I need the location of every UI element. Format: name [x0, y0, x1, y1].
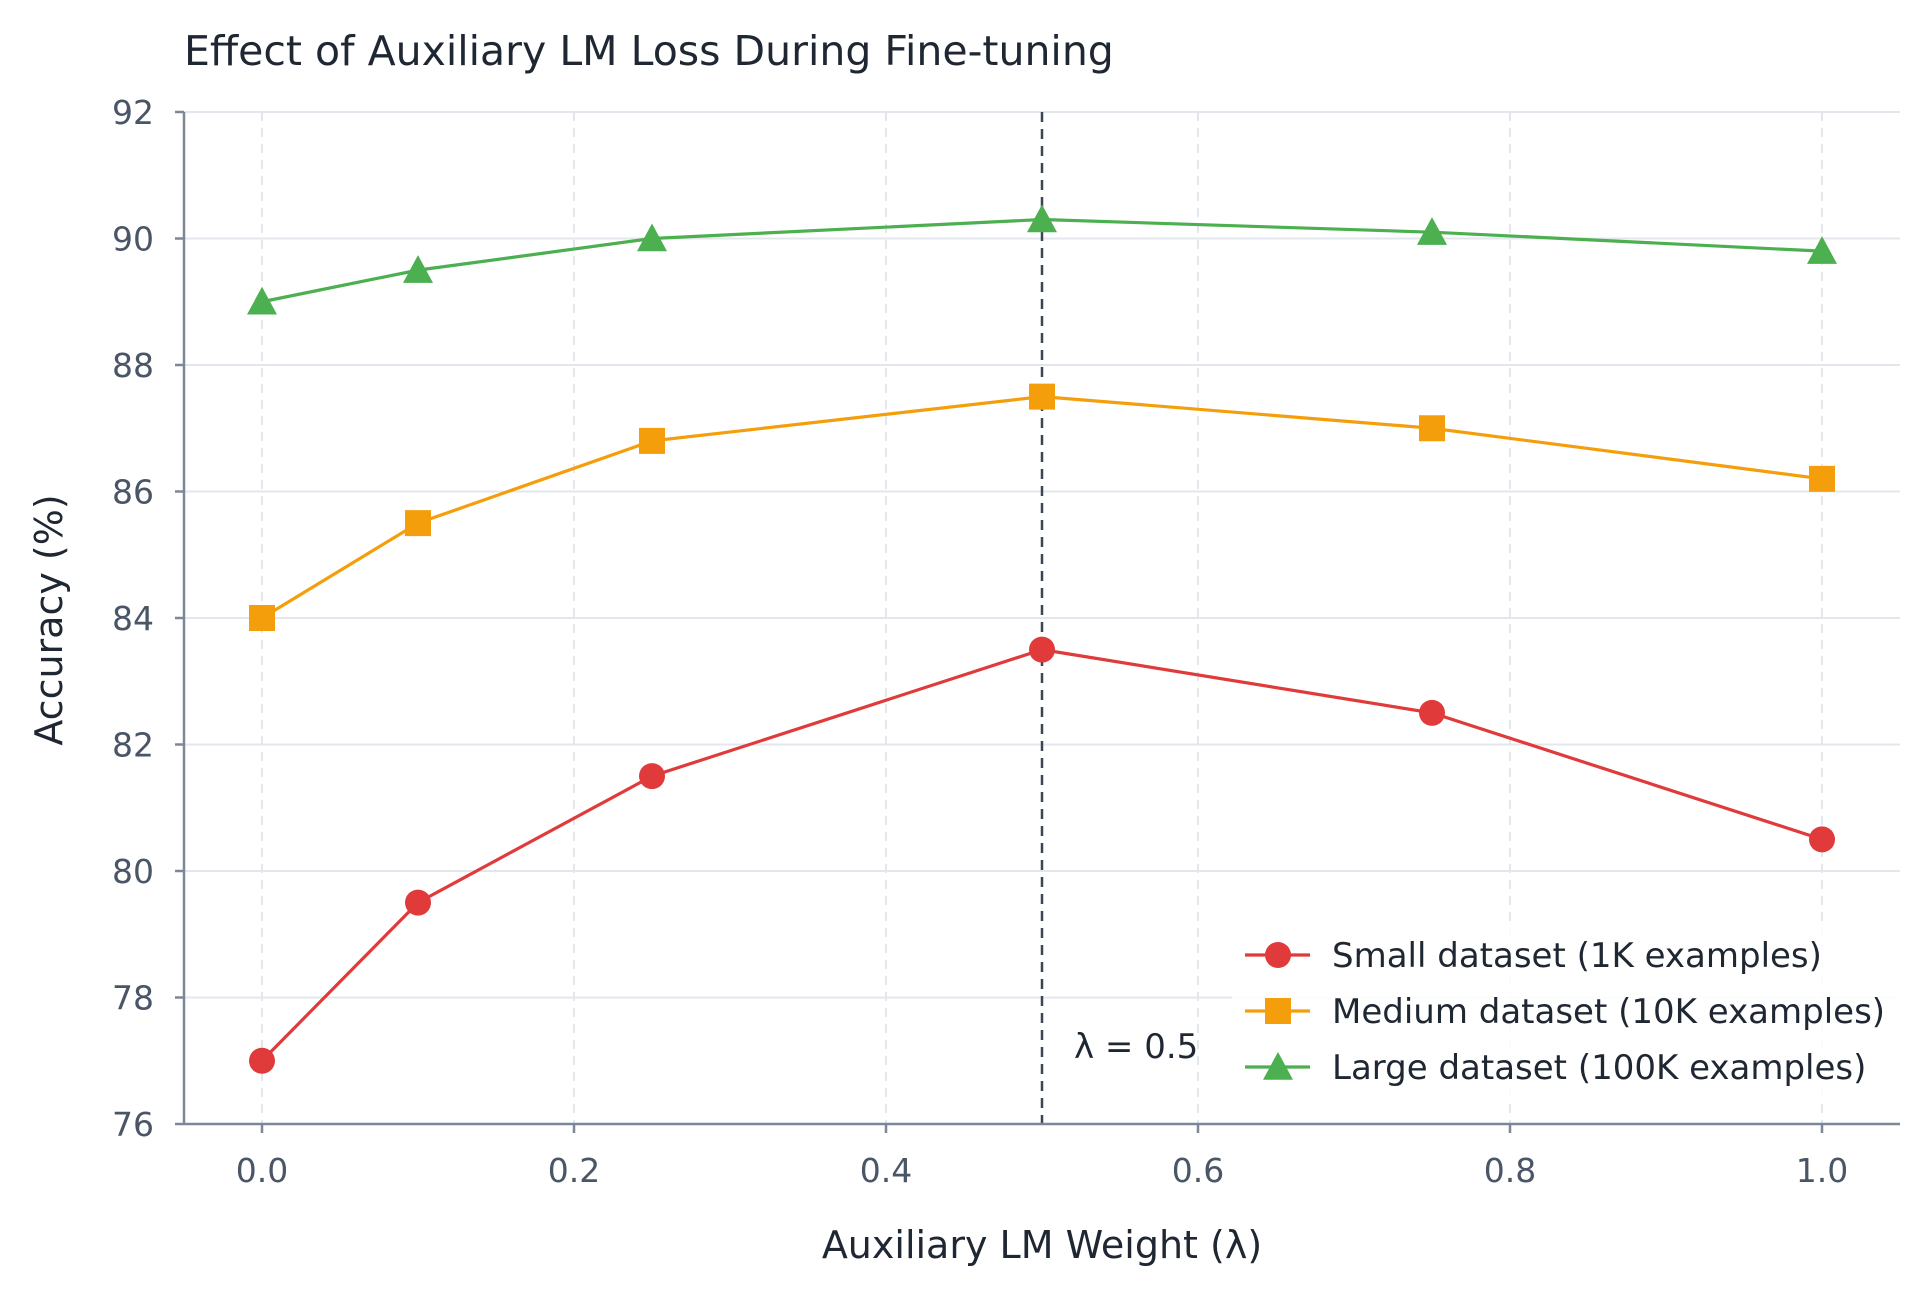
data-point: [1027, 204, 1057, 233]
y-tick-label: 84: [112, 599, 154, 638]
y-tick-label: 86: [112, 473, 154, 512]
data-point: [249, 1047, 275, 1074]
data-point: [1029, 636, 1055, 663]
data-point: [1809, 826, 1835, 853]
series-triangle: [247, 204, 1837, 315]
y-tick-label: 82: [112, 726, 154, 765]
data-point: [1419, 699, 1445, 726]
data-point: [1417, 217, 1447, 245]
legend-swatch-marker: [1263, 1052, 1293, 1080]
legend-item: Large dataset (100K examples): [1245, 1048, 1866, 1088]
reference-line-label: λ = 0.5: [1074, 1027, 1198, 1067]
x-tick-label: 0.8: [1484, 1151, 1536, 1190]
data-point: [403, 255, 433, 283]
data-point: [639, 427, 665, 454]
legend-label: Large dataset (100K examples): [1332, 1048, 1866, 1088]
legend-background: [1232, 925, 1902, 1100]
y-tick-label: 92: [112, 93, 154, 132]
legend-item: Medium dataset (10K examples): [1245, 992, 1885, 1032]
y-axis-label: Accuracy (%): [27, 494, 71, 745]
legend-swatch-marker: [1265, 942, 1291, 968]
reference-line-group: λ = 0.5: [1040, 112, 1198, 1124]
y-tick-label: 90: [112, 220, 154, 259]
x-tick-label: 0.2: [548, 1151, 600, 1190]
data-point: [637, 223, 667, 252]
data-point: [1809, 465, 1835, 492]
legend-label: Small dataset (1K examples): [1332, 936, 1822, 976]
series-group: [247, 204, 1837, 1074]
chart-title: Effect of Auxiliary LM Loss During Fine-…: [184, 27, 1114, 75]
x-tick-label: 0.4: [860, 1151, 912, 1190]
data-point: [1807, 236, 1837, 264]
data-point: [1419, 415, 1445, 442]
series-circle: [249, 636, 1835, 1074]
x-tick-label: 0.0: [236, 1151, 288, 1190]
y-tick-label: 78: [112, 979, 154, 1018]
data-point: [405, 889, 431, 916]
data-point: [249, 605, 275, 631]
x-tick-label: 0.6: [1172, 1151, 1224, 1190]
y-tick-label: 88: [112, 346, 154, 385]
series-line: [261, 395, 1823, 620]
x-axis-label: Auxiliary LM Weight (λ): [822, 1223, 1262, 1267]
series-line: [261, 217, 1823, 304]
axes: 76 78 80 82 84 86 88 90 92 0.0 0.2 0.4 0.6 0.8 1.0: [112, 93, 1900, 1190]
data-point: [639, 763, 665, 790]
legend-swatch-marker: [1265, 998, 1291, 1024]
data-point: [405, 510, 431, 537]
x-tick-label: 1.0: [1796, 1151, 1848, 1190]
legend-item: Small dataset (1K examples): [1245, 936, 1822, 976]
y-tick-label: 80: [112, 852, 154, 891]
legend: Small dataset (1K examples) Medium datase…: [1232, 925, 1902, 1100]
data-point: [247, 286, 277, 315]
series-square: [249, 383, 1835, 631]
y-tick-label: 76: [112, 1105, 154, 1144]
legend-label: Medium dataset (10K examples): [1332, 992, 1885, 1032]
series-line: [260, 648, 1823, 1062]
data-point: [1029, 383, 1055, 410]
